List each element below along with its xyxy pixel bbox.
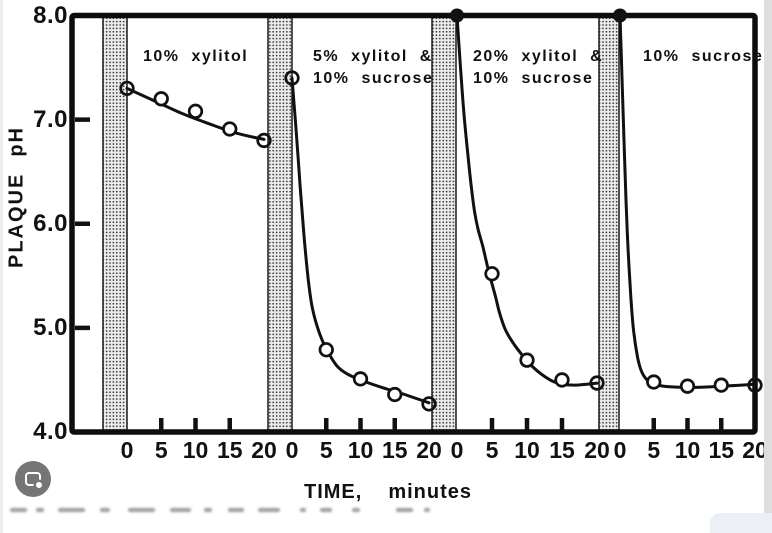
blurred-caption-fragment <box>128 508 155 512</box>
x-tick-label: 0 <box>450 437 464 463</box>
lens-camera-icon <box>25 472 41 486</box>
bottom-right-panel-corner <box>710 513 772 533</box>
x-tick-label: 20 <box>584 437 610 463</box>
blurred-caption-fragment <box>396 508 413 512</box>
panel-label-line: 20% xylitol & <box>473 48 604 65</box>
y-tick-label: 4.0 <box>33 418 68 445</box>
y-axis-title: PLAQUEpH <box>6 126 29 268</box>
panel-label: 20% xylitol & 10% sucrose <box>473 46 603 90</box>
blurred-caption-fragment <box>228 508 244 512</box>
x-tick-label: 10 <box>514 437 540 463</box>
data-point <box>222 121 238 137</box>
panel-label: 10% xylitol <box>143 46 248 68</box>
panel-label-line: 10% xylitol <box>143 48 249 65</box>
lens-camera-icon-dot <box>36 482 42 488</box>
data-point-filled <box>613 8 627 23</box>
x-tick-label: 5 <box>485 437 499 463</box>
x-axis-title: TIME, minutes <box>304 481 472 504</box>
x-tick-label: 15 <box>381 437 408 463</box>
data-point <box>119 80 135 97</box>
x-tick-label: 20 <box>742 437 768 463</box>
data-point <box>679 378 696 394</box>
x-tick-label: 5 <box>154 437 168 463</box>
blurred-caption-fragment <box>424 508 430 512</box>
x-tick-label: 15 <box>549 437 575 463</box>
data-point <box>554 372 570 388</box>
data-point-filled <box>450 8 464 23</box>
blurred-caption <box>0 506 460 516</box>
ph-curve <box>455 14 599 387</box>
blurred-caption-fragment <box>36 508 44 512</box>
left-edge-strip <box>0 0 3 533</box>
data-point <box>713 377 729 393</box>
ph-curve <box>290 76 431 405</box>
data-point <box>153 91 169 107</box>
blurred-caption-fragment <box>352 508 360 512</box>
x-tick-label: 15 <box>708 437 735 463</box>
y-tick-label: 5.0 <box>33 313 68 341</box>
x-tick-label: 5 <box>319 437 333 463</box>
y-tick-label: 8.0 <box>33 1 68 29</box>
x-axis-title-word1: TIME, <box>303 481 363 503</box>
y-tick-label: 6.0 <box>33 209 68 237</box>
x-axis-title-word2: minutes <box>388 481 473 503</box>
blurred-caption-fragment <box>300 508 306 512</box>
x-tick-label: 0 <box>285 437 299 463</box>
y-tick-label: 7.0 <box>33 105 68 133</box>
blurred-caption-fragment <box>58 508 85 512</box>
panel-label-line: 10% sucrose <box>643 48 764 65</box>
stippled-bar <box>431 14 457 433</box>
data-point <box>747 377 763 393</box>
panel-label-line: 10% sucrose <box>313 70 434 87</box>
x-tick-label: 10 <box>347 437 374 463</box>
ph-curve <box>618 14 757 389</box>
data-point <box>484 266 500 282</box>
plot-frame <box>69 12 758 435</box>
x-tick-label: 15 <box>216 437 243 463</box>
data-point <box>284 70 300 86</box>
blurred-caption-fragment <box>204 508 212 512</box>
data-point <box>387 386 403 403</box>
data-point <box>589 375 605 391</box>
stippled-bar <box>102 14 128 433</box>
x-tick-label: 5 <box>647 437 661 463</box>
x-tick-label: 0 <box>120 437 134 463</box>
data-point <box>256 132 272 149</box>
data-point <box>187 103 204 119</box>
right-edge-strip <box>764 0 772 533</box>
data-point <box>519 352 535 368</box>
blurred-caption-fragment <box>10 508 27 512</box>
x-tick-label: 10 <box>674 437 701 463</box>
panel-label-line: 5% xylitol & <box>313 48 433 65</box>
data-point <box>352 371 369 387</box>
data-point <box>318 342 334 358</box>
blurred-caption-fragment <box>258 508 280 512</box>
blurred-caption-fragment <box>320 508 332 512</box>
panel-label: 5% xylitol & 10% sucrose <box>313 46 433 90</box>
blurred-caption-fragment <box>100 508 110 512</box>
blurred-caption-fragment <box>170 508 191 512</box>
stippled-bar <box>267 14 293 433</box>
google-lens-button[interactable] <box>15 461 51 497</box>
panel-label: 10% sucrose <box>643 46 763 68</box>
data-point <box>421 396 437 412</box>
x-tick-label: 0 <box>613 437 627 463</box>
x-tick-label: 20 <box>416 437 442 463</box>
x-tick-label: 10 <box>182 437 209 463</box>
panel-label-line: 10% sucrose <box>473 70 594 87</box>
data-point <box>646 374 662 390</box>
x-tick-label: 20 <box>251 437 277 463</box>
